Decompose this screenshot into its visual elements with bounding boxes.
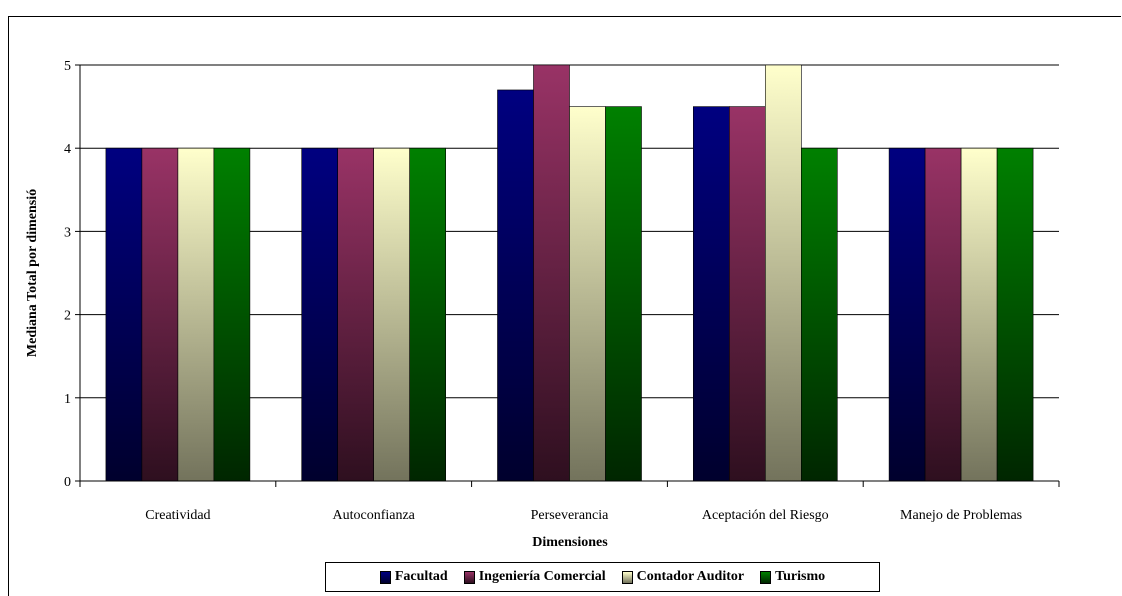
bar [605,106,642,482]
legend-label: Facultad [394,569,448,584]
y-tick-label: 3 [64,225,71,240]
bar [800,147,838,482]
bar [301,147,339,482]
legend-label: Ingeniería Comercial [478,569,606,584]
bar [409,147,447,482]
bar [728,106,766,482]
x-tick-label: Autoconfianza [332,508,415,523]
y-tick-label: 5 [64,59,71,74]
y-tick-label: 0 [64,475,71,490]
legend-swatch [463,570,475,584]
x-tick-label: Aceptación del Riesgo [702,508,829,523]
bar [996,147,1034,482]
legend-item: Turismo [760,569,825,585]
bar [141,147,179,482]
x-axis-title: Dimensiones [532,535,608,550]
bar [692,106,730,482]
bar-chart: 0 1 2 3 4 5 Creatividad Autoconfianza Perseveran… [25,59,1060,550]
bar [497,89,534,482]
y-tick-label: 1 [64,392,71,407]
legend-swatch [621,570,633,584]
bar [177,147,215,482]
bar [105,147,143,482]
bar [569,106,606,482]
legend-label: Turismo [775,569,826,584]
bar [960,147,998,482]
bar [373,147,411,482]
bar [337,147,375,482]
bar [924,147,962,482]
bar [213,147,251,482]
y-axis-title: Mediana Total por dimensió [25,189,40,357]
x-tick-label: Creatividad [145,508,210,523]
legend-item: Facultad [379,569,448,585]
y-tick-label: 2 [64,309,71,324]
legend-item: Ingeniería Comercial [463,569,606,585]
legend: Facultad Ingeniería Comercial Contador Aud… [325,562,880,592]
legend-item: Contador Auditor [621,569,745,585]
legend-swatch [760,570,772,584]
bar [888,147,926,482]
legend-swatch [379,570,391,584]
chart-frame [8,16,1121,596]
bar [764,64,802,482]
legend-label: Contador Auditor [636,569,745,584]
y-tick-label: 4 [64,142,71,157]
bar [533,64,570,482]
x-tick-label: Manejo de Problemas [900,508,1022,523]
x-tick-label: Perseverancia [531,508,610,523]
